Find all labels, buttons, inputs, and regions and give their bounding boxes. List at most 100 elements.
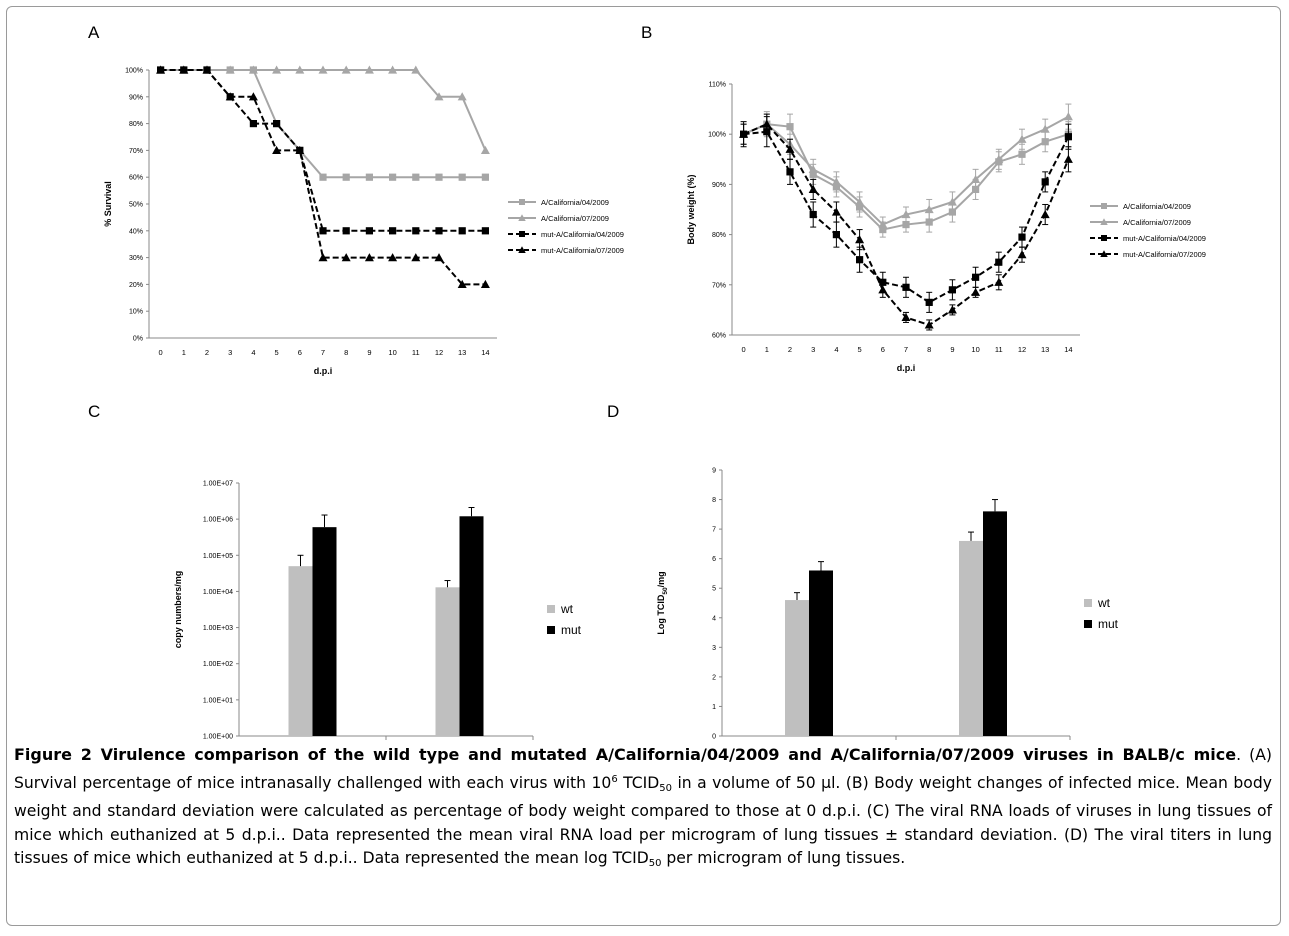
bar-mut (809, 570, 833, 736)
x-tick-label: 6 (298, 348, 302, 357)
data-point (435, 227, 443, 235)
series-3 (740, 116, 1072, 313)
x-tick-label: 5 (275, 348, 279, 357)
legend-marker (519, 199, 525, 205)
x-tick-label: 10 (971, 345, 979, 354)
data-point (365, 173, 373, 181)
caption-title: Figure 2 Virulence comparison of the wil… (14, 745, 1237, 764)
y-tick-label: 1.00E+03 (203, 625, 233, 632)
legend-label-mut: mut (1098, 617, 1119, 631)
x-tick-label: 2 (205, 348, 209, 357)
legend-marker (1101, 203, 1107, 209)
data-point (902, 220, 910, 229)
caption-text: TCID (617, 773, 660, 792)
data-point (225, 92, 235, 101)
data-point (1041, 178, 1049, 186)
x-tick-label: 13 (458, 348, 466, 357)
data-point (388, 253, 398, 262)
data-point (412, 173, 420, 181)
legend-label-wt: wt (560, 602, 574, 616)
y-axis-title: copy numbers/mg (173, 571, 183, 649)
y-tick-label: 1.00E+06 (203, 517, 233, 524)
caption-text: per microgram of lung tissues. (661, 849, 906, 867)
y-tick-label: 9 (712, 468, 716, 475)
data-point (411, 65, 421, 74)
y-tick-label: 0 (712, 734, 716, 741)
data-point (480, 279, 490, 288)
x-tick-label: 14 (481, 348, 489, 357)
data-point (1040, 124, 1050, 133)
bar-wt (785, 600, 809, 736)
y-tick-label: 90% (129, 94, 143, 101)
legend-label-1: A/California/04/2009 (541, 198, 609, 207)
y-tick-label: 4 (712, 615, 716, 622)
data-point (947, 197, 957, 206)
bar-wt (435, 587, 460, 736)
caption-text: in a volume of 50 μl. (B) Body weight ch… (14, 773, 1272, 868)
panel-letter-d: D (607, 402, 619, 421)
y-tick-label: 100% (125, 68, 143, 75)
x-axis-title: d.p.i (314, 366, 333, 376)
panel-letter-a: A (88, 23, 100, 42)
data-point (785, 144, 795, 153)
legend-label-3: mut-A/California/04/2009 (1123, 234, 1206, 243)
y-tick-label: 8 (712, 497, 716, 504)
y-tick-label: 1.00E+04 (203, 589, 233, 596)
data-point (925, 298, 933, 306)
data-point (272, 145, 282, 154)
data-point (435, 173, 443, 181)
legend-label-1: A/California/04/2009 (1123, 202, 1191, 211)
data-point (342, 173, 350, 181)
y-axis-title: % Survival (103, 181, 113, 227)
data-point (948, 286, 956, 294)
x-tick-label: 12 (435, 348, 443, 357)
x-tick-label: 9 (950, 345, 954, 354)
data-point (878, 285, 888, 294)
data-point (855, 235, 865, 244)
data-point (341, 253, 351, 262)
data-point (1018, 150, 1026, 158)
y-tick-label: 20% (129, 282, 143, 289)
y-tick-label: 7 (712, 527, 716, 534)
data-point (389, 227, 397, 235)
data-point (995, 258, 1003, 266)
data-point (901, 312, 911, 322)
data-point (855, 197, 865, 206)
y-tick-label: 1 (712, 704, 716, 711)
x-tick-label: 4 (251, 348, 255, 357)
series-line (160, 69, 486, 179)
data-point (365, 227, 373, 235)
y-axis-title: Log TCID50/mg (656, 571, 669, 634)
data-point (832, 231, 840, 239)
x-tick-label: 0 (159, 348, 163, 357)
y-tick-label: 1.00E+01 (203, 697, 233, 704)
legend-swatch-wt (547, 605, 555, 613)
data-point (1040, 210, 1050, 219)
data-point (248, 65, 258, 74)
legend-label-3: mut-A/California/04/2009 (541, 230, 624, 239)
data-point (319, 173, 327, 181)
y-tick-label: 1.00E+07 (203, 481, 233, 488)
y-tick-label: 1.00E+00 (203, 734, 233, 741)
caption-text: . (A) Survival percentage of mice intran… (14, 746, 1273, 792)
data-point (458, 227, 466, 235)
caption-subscript: 50 (648, 858, 662, 869)
x-tick-label: 8 (344, 348, 348, 357)
series-2 (156, 65, 490, 154)
data-point (295, 65, 305, 74)
data-point (786, 123, 794, 131)
legend-marker (1100, 218, 1108, 225)
y-tick-label: 6 (712, 556, 716, 563)
data-point (202, 65, 212, 74)
data-point (457, 279, 467, 288)
x-tick-label: 4 (834, 345, 838, 354)
data-point (364, 253, 374, 262)
y-tick-label: 10% (129, 309, 143, 316)
data-point (878, 220, 888, 229)
data-point (318, 65, 328, 74)
data-point (924, 320, 934, 329)
data-point (901, 210, 911, 219)
x-tick-label: 7 (321, 348, 325, 357)
data-point (273, 120, 281, 128)
legend-label-2: A/California/07/2009 (541, 214, 609, 223)
